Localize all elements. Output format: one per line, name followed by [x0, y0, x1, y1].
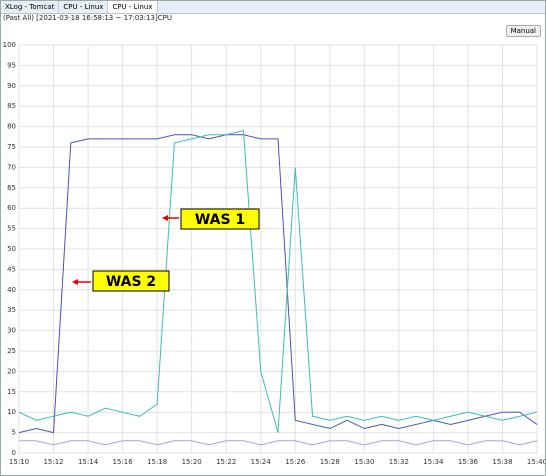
- y-tick-label: 10: [7, 408, 16, 416]
- x-tick-label: 15:40: [527, 458, 545, 466]
- x-tick-label: 15:22: [216, 458, 236, 466]
- y-tick-label: 90: [7, 82, 16, 90]
- annotation-box: [180, 208, 260, 230]
- y-tick-label: 5: [12, 429, 16, 437]
- y-tick-label: 35: [7, 306, 16, 314]
- y-tick-label: 25: [7, 347, 16, 355]
- y-tick-label: 80: [7, 123, 16, 131]
- tab[interactable]: XLog - Tomcat: [1, 1, 60, 13]
- tab[interactable]: CPU - Linux: [59, 1, 109, 13]
- y-tick-label: 20: [7, 367, 16, 375]
- y-tick-label: 30: [7, 327, 16, 335]
- y-tick-label: 55: [7, 225, 16, 233]
- x-tick-label: 15:32: [389, 458, 409, 466]
- annotation-box: [92, 270, 170, 292]
- y-tick-label: 70: [7, 163, 16, 171]
- x-tick-label: 15:36: [458, 458, 479, 466]
- x-tick-label: 15:24: [251, 458, 272, 466]
- x-tick-label: 15:10: [9, 458, 29, 466]
- manual-button[interactable]: Manual: [505, 25, 541, 37]
- y-tick-label: 0: [12, 449, 16, 457]
- y-tick-label: 75: [7, 143, 16, 151]
- x-tick-label: 15:34: [423, 458, 444, 466]
- x-tick-label: 15:30: [354, 458, 374, 466]
- x-tick-label: 15:26: [285, 458, 306, 466]
- tab-bar: XLog - Tomcat CPU - Linux CPU - Linux: [1, 1, 545, 14]
- x-tick-label: 15:38: [492, 458, 512, 466]
- annotation-text: WAS 2: [106, 274, 156, 290]
- annotation: WAS 1: [162, 208, 260, 230]
- x-tick-label: 15:16: [113, 458, 134, 466]
- x-tick-label: 15:14: [78, 458, 99, 466]
- x-tick-label: 15:28: [320, 458, 340, 466]
- subtitle: (Past All) [2021-03-18 16:58:13 ~ 17:03:…: [3, 14, 172, 22]
- line: [18, 134, 538, 434]
- arrow-head: [72, 279, 78, 285]
- y-tick-label: 60: [7, 204, 16, 212]
- y-tick-label: 95: [7, 61, 16, 69]
- arrow-head: [162, 215, 168, 221]
- x-tick-label: 15:20: [182, 458, 202, 466]
- y-tick-label: 15: [7, 388, 16, 396]
- y-tick-label: 100: [3, 41, 16, 49]
- x-tick-label: 15:18: [147, 458, 167, 466]
- annotation-text: WAS 1: [195, 212, 245, 228]
- annotation: WAS 2: [72, 270, 170, 292]
- y-tick-label: 50: [7, 245, 16, 253]
- x-tick-label: 15:12: [43, 458, 63, 466]
- y-tick-label: 45: [7, 265, 16, 273]
- line: [19, 440, 538, 446]
- tab[interactable]: CPU - Linux: [108, 1, 158, 13]
- line: [18, 130, 538, 433]
- y-tick-label: 85: [7, 102, 16, 110]
- y-tick-label: 65: [7, 184, 16, 192]
- y-tick-label: 40: [7, 286, 16, 294]
